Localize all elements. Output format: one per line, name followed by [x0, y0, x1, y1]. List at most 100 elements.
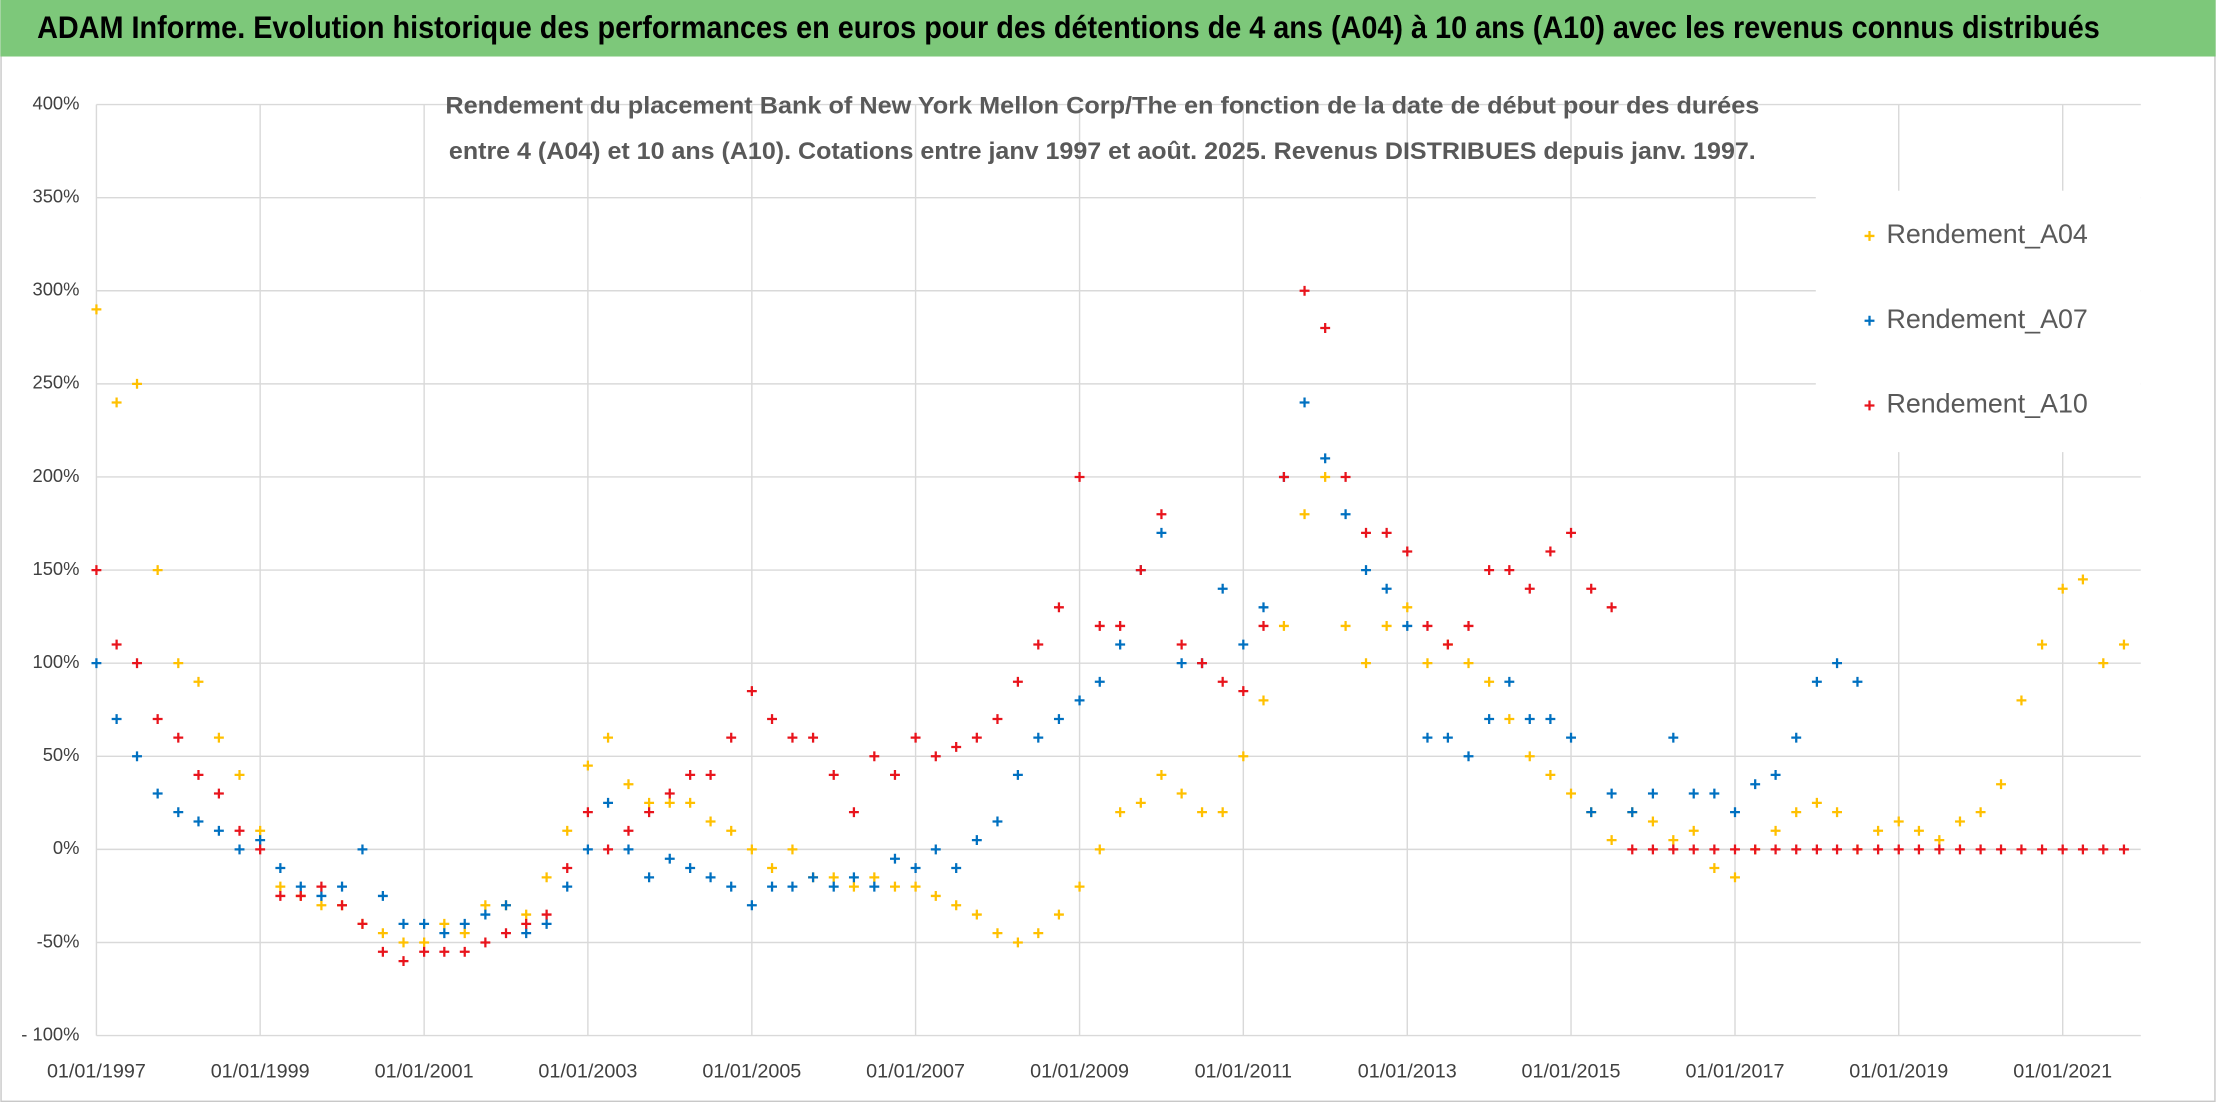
data-point [726, 881, 737, 892]
data-point [1811, 844, 1822, 855]
data-point [685, 863, 696, 873]
data-point [828, 769, 839, 780]
data-point [1361, 565, 1371, 576]
data-point [337, 881, 347, 892]
x-tick-label: 01/01/2005 [702, 1061, 801, 1083]
data-point [111, 639, 122, 650]
y-tick-label: - 100% [21, 1023, 79, 1044]
data-point [1115, 807, 1126, 818]
data-point [1258, 695, 1269, 706]
data-point [1545, 769, 1556, 780]
data-point [1504, 714, 1515, 724]
data-point [1852, 844, 1863, 855]
data-point [213, 788, 224, 799]
data-point [1135, 565, 1146, 576]
data-point [152, 565, 163, 576]
data-point [255, 835, 266, 846]
data-point [869, 751, 880, 762]
data-point [480, 900, 491, 911]
data-point [1197, 807, 1207, 818]
data-point [890, 769, 900, 780]
data-point [808, 732, 819, 743]
data-point [1197, 658, 1207, 669]
data-point [275, 890, 286, 901]
data-point [1442, 732, 1453, 743]
data-point [746, 844, 757, 855]
data-point [132, 658, 142, 669]
data-point [316, 890, 327, 901]
header-band [0, 0, 2216, 57]
data-point [1668, 732, 1679, 743]
data-point [1135, 797, 1146, 808]
data-point [1115, 639, 1126, 650]
data-point [173, 807, 184, 818]
data-point [890, 853, 900, 864]
data-point [377, 946, 388, 957]
data-point [623, 825, 634, 836]
data-point [1484, 565, 1495, 576]
data-point [1156, 769, 1167, 780]
data-point [1053, 602, 1064, 613]
data-point [1913, 825, 1924, 836]
data-point [1422, 732, 1433, 743]
data-point [2119, 639, 2129, 650]
data-point [193, 676, 204, 687]
data-point [1566, 732, 1576, 743]
data-point [644, 807, 655, 818]
y-tick-label: 100% [32, 651, 79, 672]
data-point [1668, 835, 1679, 846]
header-title: ADAM Informe. Evolution historique des p… [37, 10, 2100, 45]
data-point [2077, 574, 2088, 585]
data-point [2057, 844, 2068, 855]
data-point [930, 890, 941, 901]
data-point [1012, 676, 1023, 687]
data-point [1627, 844, 1638, 855]
data-point [1361, 527, 1371, 538]
data-point [869, 881, 880, 892]
data-point [1873, 844, 1884, 855]
data-point [1545, 546, 1556, 557]
data-point [910, 863, 921, 873]
data-point [2057, 583, 2068, 594]
data-point [377, 928, 388, 939]
data-point [1217, 807, 1228, 818]
data-point [295, 890, 306, 901]
data-point [357, 918, 368, 929]
data-point [1320, 323, 1331, 333]
data-point [91, 565, 102, 576]
data-point [869, 872, 880, 883]
y-tick-label: 400% [32, 92, 79, 113]
legend-label: Rendement_A04 [1886, 219, 2087, 249]
data-point [1074, 472, 1085, 482]
data-point [1033, 639, 1044, 650]
data-point [1832, 844, 1843, 855]
data-point [1422, 620, 1433, 631]
x-tick-label: 01/01/2015 [1522, 1061, 1621, 1083]
data-point [2077, 844, 2088, 855]
data-point [398, 956, 409, 967]
data-point [1381, 583, 1392, 594]
data-point [767, 863, 777, 873]
data-point [1012, 769, 1023, 780]
data-point [234, 769, 245, 780]
data-point [685, 797, 696, 808]
y-tick-label: 0% [53, 837, 80, 858]
data-point [1156, 509, 1167, 520]
data-point [480, 909, 491, 920]
data-point [562, 863, 573, 873]
data-point [439, 928, 450, 939]
data-point [1606, 835, 1617, 846]
data-point [1217, 583, 1228, 594]
data-point [419, 946, 430, 957]
data-point [1053, 714, 1064, 724]
data-point [1422, 658, 1433, 669]
data-point [1094, 844, 1105, 855]
data-point [1832, 658, 1843, 669]
data-point [541, 909, 552, 920]
data-point [255, 825, 266, 836]
data-point [746, 900, 757, 911]
x-tick-label: 01/01/2007 [866, 1061, 965, 1083]
data-point [603, 732, 614, 743]
data-point [787, 732, 798, 743]
